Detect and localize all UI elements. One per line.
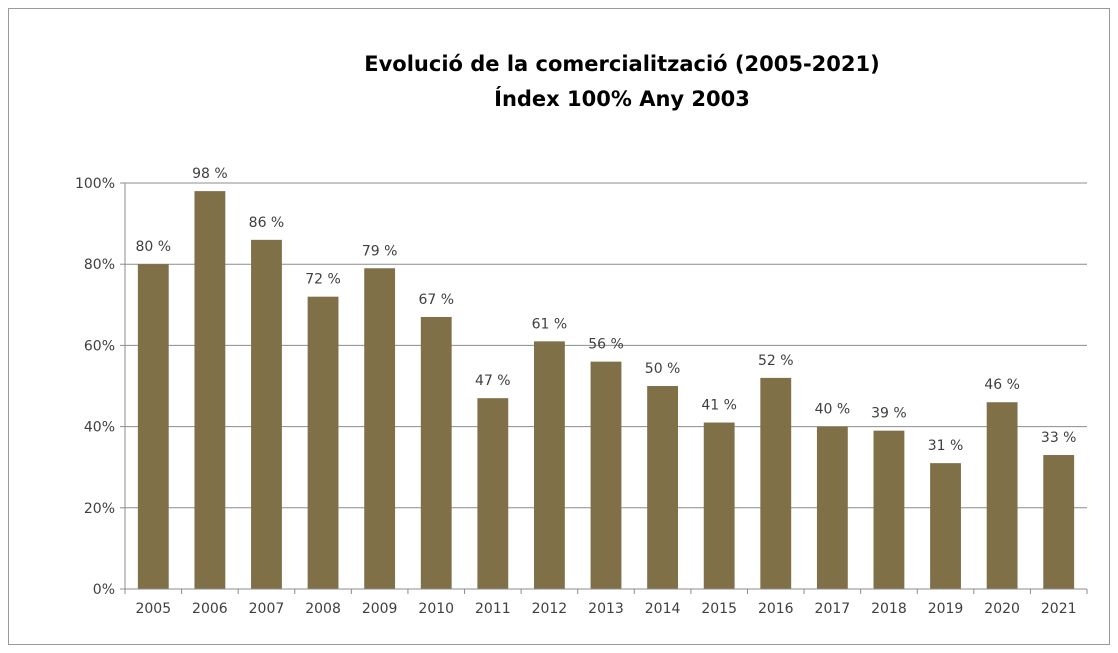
x-tick-label-2011: 2011 [475,601,511,617]
x-tick-label-2019: 2019 [928,601,964,617]
data-label-2007: 86 % [249,215,285,231]
bars [137,191,1075,589]
y-tick-label-40: 40% [84,420,115,436]
data-label-2009: 79 % [362,243,398,259]
x-tick-label-2020: 2020 [984,601,1020,617]
y-tick-label-0: 0% [93,582,115,598]
x-tick-label-2008: 2008 [305,601,341,617]
bar-2011 [477,398,509,589]
x-tick-label-2014: 2014 [645,601,681,617]
bar-2018 [873,430,905,589]
chart-frame: Evolució de la comercialització (2005-20… [8,8,1110,645]
data-label-2018: 39 % [871,406,907,422]
data-label-2005: 80 % [136,239,172,255]
x-tick-label-2006: 2006 [192,601,228,617]
x-tick-label-2012: 2012 [532,601,568,617]
y-tick-label-80: 80% [84,257,115,273]
bar-2008 [307,296,339,589]
data-label-2015: 41 % [701,398,737,414]
bar-2014 [647,386,679,589]
data-label-2012: 61 % [532,316,568,332]
bar-2009 [364,268,396,589]
data-label-2010: 67 % [418,292,454,308]
gridlines [120,182,1088,594]
data-label-2006: 98 % [192,166,228,182]
x-tick-label-2009: 2009 [362,601,398,617]
bar-chart: Evolució de la comercialització (2005-20… [75,52,1088,617]
data-label-2016: 52 % [758,353,794,369]
data-label-2013: 56 % [588,337,624,353]
y-tick-label-60: 60% [84,338,115,354]
x-tick-label-2015: 2015 [701,601,737,617]
bar-2007 [251,239,282,589]
data-label-2020: 46 % [984,377,1020,393]
data-label-2008: 72 % [305,272,341,288]
data-label-2011: 47 % [475,373,511,389]
data-labels: 80 % 98 % 86 % 72 % 79 % 67 % 47 % 61 % 56 % 50 %… [136,166,1077,454]
y-tick-label-100: 100% [75,176,115,192]
bar-2021 [1043,455,1075,589]
data-label-2021: 33 % [1041,430,1077,446]
bar-2017 [816,426,848,589]
bar-2006 [194,191,226,589]
x-tick-labels: 2005 2006 2007 2008 2009 2010 2011 2012 2013 2014… [135,601,1076,617]
y-tick-label-20: 20% [84,501,115,517]
bar-2019 [930,463,961,589]
bar-2013 [590,361,622,589]
x-tick-label-2021: 2021 [1041,601,1077,617]
bar-2005 [137,264,169,589]
x-tick-label-2017: 2017 [815,601,851,617]
y-tick-labels: 0% 20% 40% 60% 80% 100% [75,176,115,598]
chart-title: Evolució de la comercialització (2005-20… [364,52,879,76]
x-tick-label-2005: 2005 [135,601,171,617]
x-tick-label-2010: 2010 [418,601,454,617]
x-tick-label-2013: 2013 [588,601,624,617]
axes [124,183,1087,590]
bar-2010 [420,316,452,589]
x-tick-label-2016: 2016 [758,601,794,617]
data-label-2014: 50 % [645,361,681,377]
data-label-2017: 40 % [815,402,851,418]
bar-2016 [760,377,792,589]
chart-subtitle: Índex 100% Any 2003 [494,86,750,111]
bar-2020 [986,402,1018,589]
bar-2012 [533,341,565,589]
x-tick-label-2018: 2018 [871,601,907,617]
data-label-2019: 31 % [928,438,964,454]
bar-2015 [703,422,735,589]
x-tick-label-2007: 2007 [249,601,285,617]
